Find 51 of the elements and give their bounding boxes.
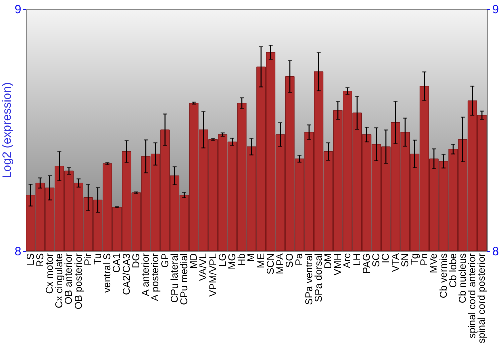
x-tick-label: Cx motor xyxy=(45,252,56,294)
x-tick-label: SN xyxy=(400,254,412,268)
x-tick-label: spinal cord posterior xyxy=(477,252,488,344)
x-tick-label: SPa dorsal xyxy=(314,254,325,302)
y2-tick-label: 8 xyxy=(492,244,500,258)
x-tick-label: spinal cord anterior xyxy=(468,252,479,339)
x-tick-label: LH xyxy=(352,254,364,266)
x-tick-label: ME xyxy=(256,253,268,268)
x-tick-label: Tg xyxy=(410,254,421,266)
x-tick-label: A posterior xyxy=(150,252,162,302)
x-tick-label: Hb xyxy=(237,253,248,266)
x-tick-label: SC xyxy=(372,254,383,268)
x-tick-label: OB posterior xyxy=(74,252,85,310)
x-tick-label: Pir xyxy=(83,252,94,266)
x-tick-label: IC xyxy=(381,254,392,264)
x-tick-label: SPa ventral xyxy=(304,254,316,306)
x-tick-label: VA/VL xyxy=(198,253,210,282)
x-tick-label: LG xyxy=(218,253,229,267)
x-tick-label: GP xyxy=(160,253,172,268)
x-tick-label: Cx cingulate xyxy=(54,253,66,309)
x-tick-label: MPA xyxy=(276,253,287,274)
x-tick-label: Pa xyxy=(294,253,306,266)
x-tick-label: CA1 xyxy=(112,253,124,273)
x-tick-label: Pn xyxy=(420,254,431,266)
x-tick-label: CPu lateral xyxy=(170,254,181,303)
x-tick-label: MG xyxy=(227,253,238,270)
x-tick-label: DG xyxy=(131,253,142,268)
x-tick-label: LS xyxy=(26,253,37,266)
x-tick-label: CA2/CA3 xyxy=(122,253,133,296)
x-tick-label: CPu medial xyxy=(179,254,190,306)
x-tick-label: VTA xyxy=(390,253,402,272)
x-tick-label: SCN xyxy=(266,254,277,275)
x-tick-label: VPM/VPL xyxy=(208,253,220,297)
x-tick-label: Cb vermis xyxy=(438,254,450,299)
x-tick-label: M xyxy=(246,254,258,262)
x-tick-label: A anterior xyxy=(141,252,152,296)
x-tick-label: Cb nucleus xyxy=(458,254,469,304)
x-tick-label: OB anterior xyxy=(64,252,76,305)
x-tick-label: PAG xyxy=(362,253,373,274)
x-tick-label: Tu xyxy=(93,254,104,265)
x-tick-label: SO xyxy=(285,253,296,268)
x-tick-label: Arc xyxy=(342,254,354,268)
x-tick-label: ventral S xyxy=(102,253,114,293)
x-tick-label: VMH xyxy=(333,254,344,276)
y2-tick-label: 9 xyxy=(492,2,500,16)
x-tick-label: RS xyxy=(35,253,46,268)
x-tick-label: MD xyxy=(189,254,200,270)
y-axis-title: Log2 (expression) xyxy=(0,82,14,179)
x-tick-label: MVe xyxy=(429,253,440,274)
x-tick-label: Cb lobe xyxy=(448,253,460,288)
x-tick-label: DM xyxy=(324,254,335,270)
